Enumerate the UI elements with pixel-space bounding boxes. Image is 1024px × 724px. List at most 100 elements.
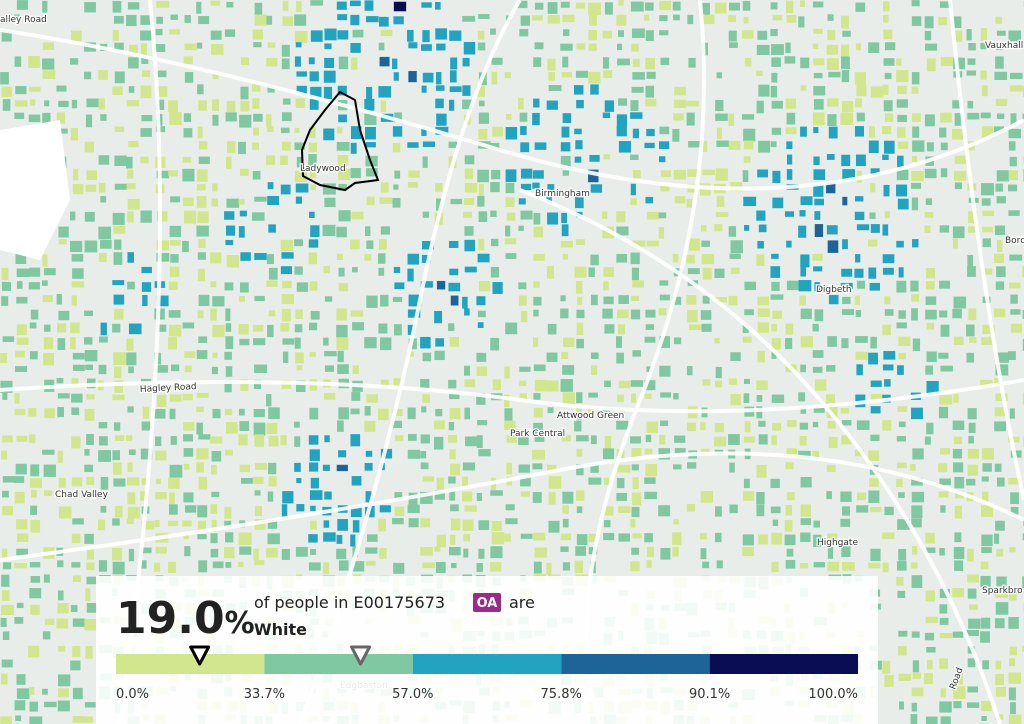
building <box>911 687 924 697</box>
building <box>660 392 672 398</box>
building <box>954 170 967 181</box>
building <box>85 645 93 659</box>
building <box>378 239 387 250</box>
building <box>912 140 925 152</box>
building <box>366 16 379 23</box>
building <box>940 365 953 372</box>
building <box>378 86 392 98</box>
building <box>407 407 416 420</box>
building <box>281 44 290 57</box>
building <box>785 560 796 569</box>
building <box>352 561 365 572</box>
building <box>379 56 390 67</box>
building <box>590 254 599 266</box>
building <box>98 252 107 263</box>
building <box>518 295 527 306</box>
building <box>211 450 222 462</box>
building <box>674 448 686 455</box>
building <box>1 296 9 306</box>
building <box>562 253 569 260</box>
building <box>995 520 1005 531</box>
building <box>632 128 640 139</box>
building <box>140 128 152 137</box>
building <box>254 560 265 566</box>
building <box>576 506 583 514</box>
building <box>407 309 421 318</box>
building <box>113 366 122 379</box>
building <box>492 126 504 137</box>
building <box>184 210 197 224</box>
building <box>196 225 209 237</box>
building <box>728 226 737 237</box>
building <box>351 57 358 70</box>
building <box>826 491 832 500</box>
building <box>758 434 768 445</box>
building <box>422 211 430 218</box>
building <box>644 393 652 399</box>
building <box>492 379 502 391</box>
building <box>155 28 163 36</box>
building <box>478 128 488 140</box>
building <box>84 211 95 222</box>
building <box>659 336 670 349</box>
building <box>477 42 486 51</box>
building <box>882 324 891 336</box>
building <box>238 141 246 155</box>
building <box>588 43 597 51</box>
building <box>183 128 193 138</box>
building <box>715 212 729 218</box>
building <box>128 323 142 335</box>
building <box>994 126 1005 133</box>
building <box>770 2 778 10</box>
building <box>324 57 335 68</box>
building <box>1 30 12 42</box>
building <box>43 464 56 477</box>
building <box>898 352 907 360</box>
building <box>239 338 250 346</box>
building <box>1022 392 1024 405</box>
building <box>296 156 303 168</box>
scale-label: 33.7% <box>244 687 285 702</box>
building <box>127 252 135 263</box>
building <box>995 364 1009 376</box>
building <box>939 394 953 405</box>
building <box>14 393 20 404</box>
building <box>519 112 528 122</box>
building <box>616 253 628 263</box>
building <box>898 630 908 637</box>
building <box>280 239 294 252</box>
building <box>588 477 602 485</box>
building <box>742 0 751 11</box>
building <box>114 71 125 84</box>
building <box>336 226 347 238</box>
building <box>407 324 415 335</box>
building <box>688 324 702 330</box>
building <box>28 645 40 658</box>
building <box>28 282 40 290</box>
building <box>771 100 783 109</box>
building <box>630 154 639 160</box>
building <box>630 112 643 119</box>
building <box>490 238 499 247</box>
building <box>616 126 627 137</box>
building <box>448 476 456 484</box>
building <box>113 422 121 431</box>
building <box>86 98 99 108</box>
building <box>882 562 889 573</box>
building <box>1008 589 1017 601</box>
building <box>882 154 889 161</box>
building <box>184 351 196 358</box>
building <box>532 182 540 189</box>
building <box>1 659 13 668</box>
building <box>786 280 800 291</box>
building <box>282 0 289 11</box>
building <box>225 449 233 456</box>
building <box>212 99 219 111</box>
building <box>183 113 192 122</box>
building <box>282 16 293 26</box>
building <box>911 308 918 321</box>
building <box>364 98 375 111</box>
building <box>701 323 712 332</box>
building <box>897 590 906 598</box>
building <box>994 225 1005 236</box>
